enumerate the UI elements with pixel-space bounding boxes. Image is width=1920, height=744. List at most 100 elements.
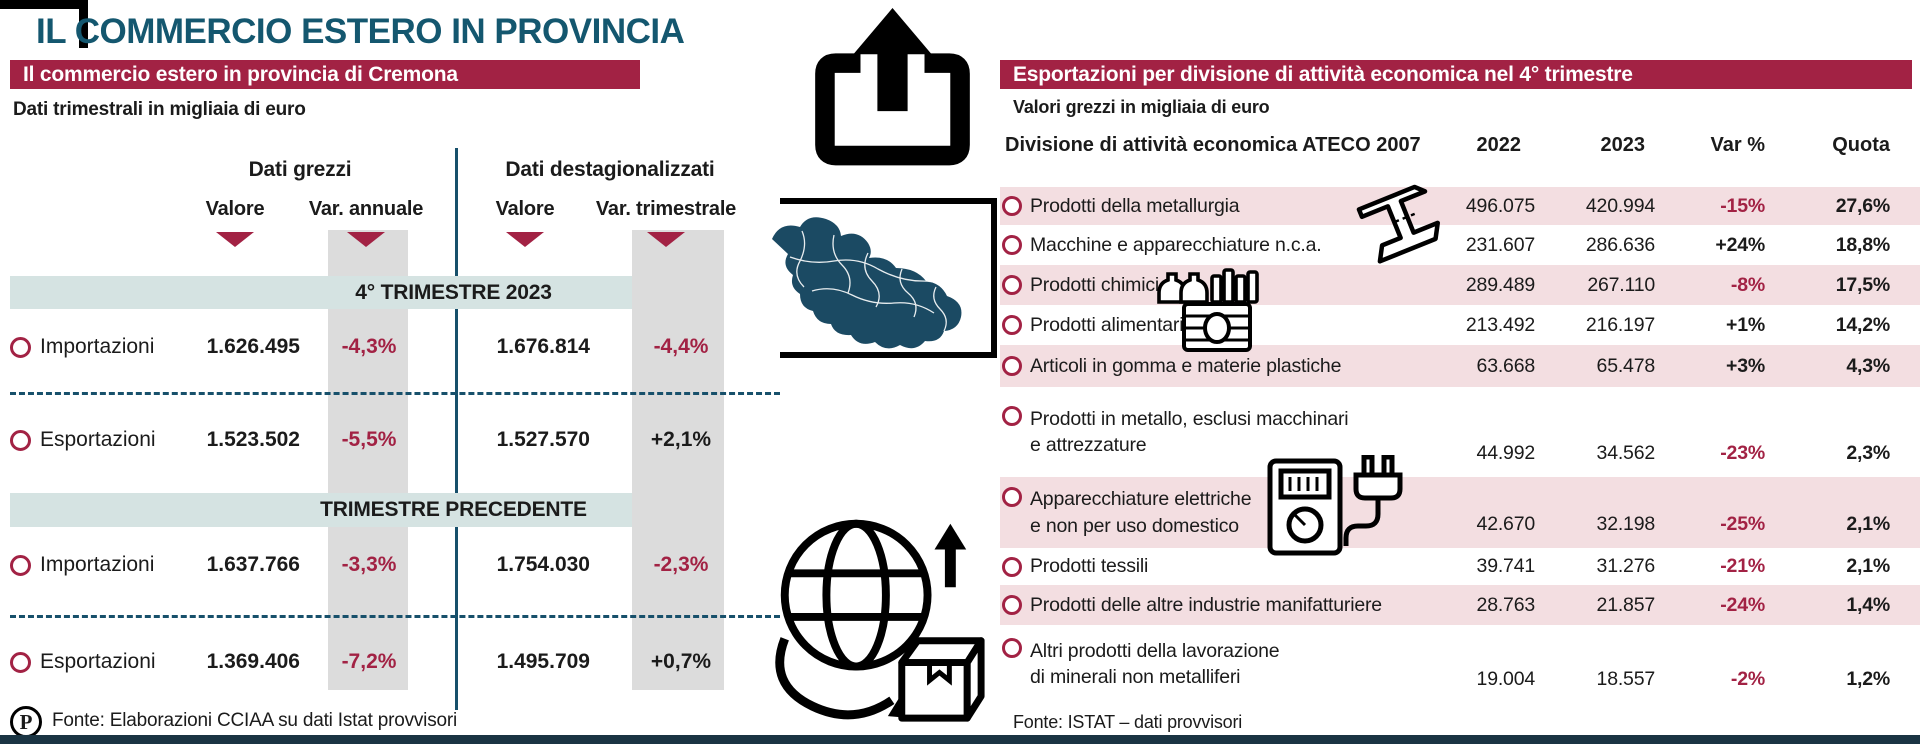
row-label: Prodotti in metallo, esclusi macchinari xyxy=(1030,407,1349,430)
value-2022: 44.992 xyxy=(1476,442,1536,464)
electric-meter-icon xyxy=(1262,455,1427,563)
value-2022: 42.670 xyxy=(1476,513,1536,535)
table-row: Articoli in gomma e materie plastiche 63… xyxy=(1000,345,1920,387)
triangle-marker-icon xyxy=(647,232,685,247)
right-panel-header: Esportazioni per divisione di attività e… xyxy=(1000,60,1912,89)
row-label: Prodotti chimici xyxy=(1030,273,1160,296)
row-bullet-icon xyxy=(1002,356,1022,376)
row-bullet-icon xyxy=(1002,556,1022,577)
table-row: Esportazioni 1.369.406 -7,2% 1.495.709 +… xyxy=(10,644,780,680)
value-2022: 231.607 xyxy=(1465,233,1535,256)
quota-percent: 4,3% xyxy=(1846,354,1890,377)
up-arrow-icon xyxy=(934,523,967,588)
value-2023: 21.857 xyxy=(1596,593,1656,616)
row-bullet-icon xyxy=(1002,486,1022,507)
var-percent: -25% xyxy=(1720,513,1765,535)
quota-percent: 18,8% xyxy=(1835,233,1890,256)
table-row: Esportazioni 1.523.502 -5,5% 1.527.570 +… xyxy=(10,422,780,458)
dashed-separator xyxy=(10,615,780,618)
var-trimestrale-band xyxy=(632,230,724,690)
value-2022: 289.489 xyxy=(1465,273,1535,296)
chemicals-food-icon xyxy=(1152,258,1294,354)
table-row: Prodotti tessili 39.741 31.276 -21% 2,1% xyxy=(1000,548,1920,585)
row-label-line2: e non per uso domestico xyxy=(1030,514,1239,537)
table-row: Prodotti delle altre industrie manifattu… xyxy=(1000,585,1920,625)
value-2022: 63.668 xyxy=(1476,354,1536,377)
valore-destag: 1.495.709 xyxy=(496,650,590,673)
table-row: Macchine e apparecchiature n.c.a. 231.60… xyxy=(1000,225,1920,265)
row-bullet-icon xyxy=(1002,406,1022,426)
valore-destag: 1.754.030 xyxy=(496,553,590,576)
row-bullet-icon xyxy=(10,652,31,673)
quota-percent: 1,4% xyxy=(1846,593,1890,616)
var-percent: -2% xyxy=(1730,668,1765,690)
var-annuale: -3,3% xyxy=(341,553,397,576)
value-2023: 65.478 xyxy=(1596,354,1656,377)
group-header-dati-grezzi: Dati grezzi xyxy=(248,158,352,181)
package-box-icon xyxy=(898,637,985,722)
valore-grezzi: 1.369.406 xyxy=(206,650,300,673)
var-percent: -15% xyxy=(1720,194,1765,217)
col-header-divisione: Divisione di attività economica ATECO 20… xyxy=(1005,133,1421,156)
dashed-separator xyxy=(10,392,780,395)
row-label: Apparecchiature elettriche xyxy=(1030,488,1252,511)
var-percent: -24% xyxy=(1720,593,1765,616)
table-row: Importazioni 1.637.766 -3,3% 1.754.030 -… xyxy=(10,547,780,583)
row-label: Altri prodotti della lavorazione xyxy=(1030,639,1280,662)
section-label: TRIMESTRE PRECEDENTE xyxy=(320,498,587,521)
row-label: Prodotti delle altre industrie manifattu… xyxy=(1030,593,1382,616)
upload-icon xyxy=(800,8,985,168)
col-header-valore-grezzi: Valore xyxy=(205,198,265,220)
row-bullet-icon xyxy=(10,430,31,451)
var-percent: -8% xyxy=(1730,273,1765,296)
quota-percent: 2,3% xyxy=(1846,442,1890,464)
map-frame-bracket xyxy=(780,198,997,358)
value-2022: 28.763 xyxy=(1476,593,1536,616)
value-2023: 18.557 xyxy=(1596,668,1656,690)
var-percent: +24% xyxy=(1715,233,1765,256)
right-table-header: Divisione di attività economica ATECO 20… xyxy=(1000,128,1920,162)
circular-arrow xyxy=(775,637,895,720)
row-label: Prodotti alimentari xyxy=(1030,313,1184,336)
valore-grezzi: 1.626.495 xyxy=(206,335,300,358)
table-row: Altri prodotti della lavorazione di miner… xyxy=(1000,625,1920,703)
var-annuale: -5,5% xyxy=(341,428,397,451)
valore-destag: 1.676.814 xyxy=(496,335,590,358)
quota-percent: 2,1% xyxy=(1846,555,1890,577)
quota-percent: 17,5% xyxy=(1835,273,1890,296)
row-bullet-icon xyxy=(1002,315,1022,335)
col-header-var: Var % xyxy=(1710,133,1765,156)
row-label: Prodotti tessili xyxy=(1030,555,1149,578)
table-row: Importazioni 1.626.495 -4,3% 1.676.814 -… xyxy=(10,329,780,365)
value-2023: 34.562 xyxy=(1596,442,1656,464)
value-2022: 496.075 xyxy=(1465,194,1535,217)
section-band-q4-2023: 4° TRIMESTRE 2023 xyxy=(10,276,632,309)
bottom-bar xyxy=(0,735,1920,744)
corner-bracket-vertical xyxy=(79,0,88,48)
row-label: Prodotti della metallurgia xyxy=(1030,194,1240,217)
var-annuale: -4,3% xyxy=(341,335,397,358)
section-band-trimestre-precedente: TRIMESTRE PRECEDENTE xyxy=(10,493,632,527)
row-bullet-icon xyxy=(1002,235,1022,255)
value-2023: 286.636 xyxy=(1585,233,1655,256)
row-label: Esportazioni xyxy=(40,428,156,451)
var-trimestrale: -4,4% xyxy=(653,335,709,358)
quota-percent: 1,2% xyxy=(1846,668,1890,690)
table-row: Apparecchiature elettriche e non per uso … xyxy=(1000,477,1920,548)
col-header-var-trimestrale: Var. trimestrale xyxy=(595,198,737,220)
valore-grezzi: 1.523.502 xyxy=(206,428,300,451)
table-row: Prodotti alimentari 213.492 216.197 +1% … xyxy=(1000,305,1920,345)
row-label: Importazioni xyxy=(40,335,155,358)
right-source-note: Fonte: ISTAT – dati provvisori xyxy=(1013,712,1243,732)
left-panel-header: Il commercio estero in provincia di Crem… xyxy=(10,60,640,89)
steel-beam-icon xyxy=(1348,180,1448,272)
var-trimestrale: +0,7% xyxy=(650,650,712,673)
row-label: Esportazioni xyxy=(40,650,156,673)
row-bullet-icon xyxy=(10,555,31,576)
var-trimestrale: -2,3% xyxy=(653,553,709,576)
col-header-var-annuale: Var. annuale xyxy=(308,198,424,220)
value-2023: 31.276 xyxy=(1596,555,1656,577)
table-row: Prodotti in metallo, esclusi macchinari e… xyxy=(1000,387,1920,477)
col-header-2023: 2023 xyxy=(1600,133,1646,156)
